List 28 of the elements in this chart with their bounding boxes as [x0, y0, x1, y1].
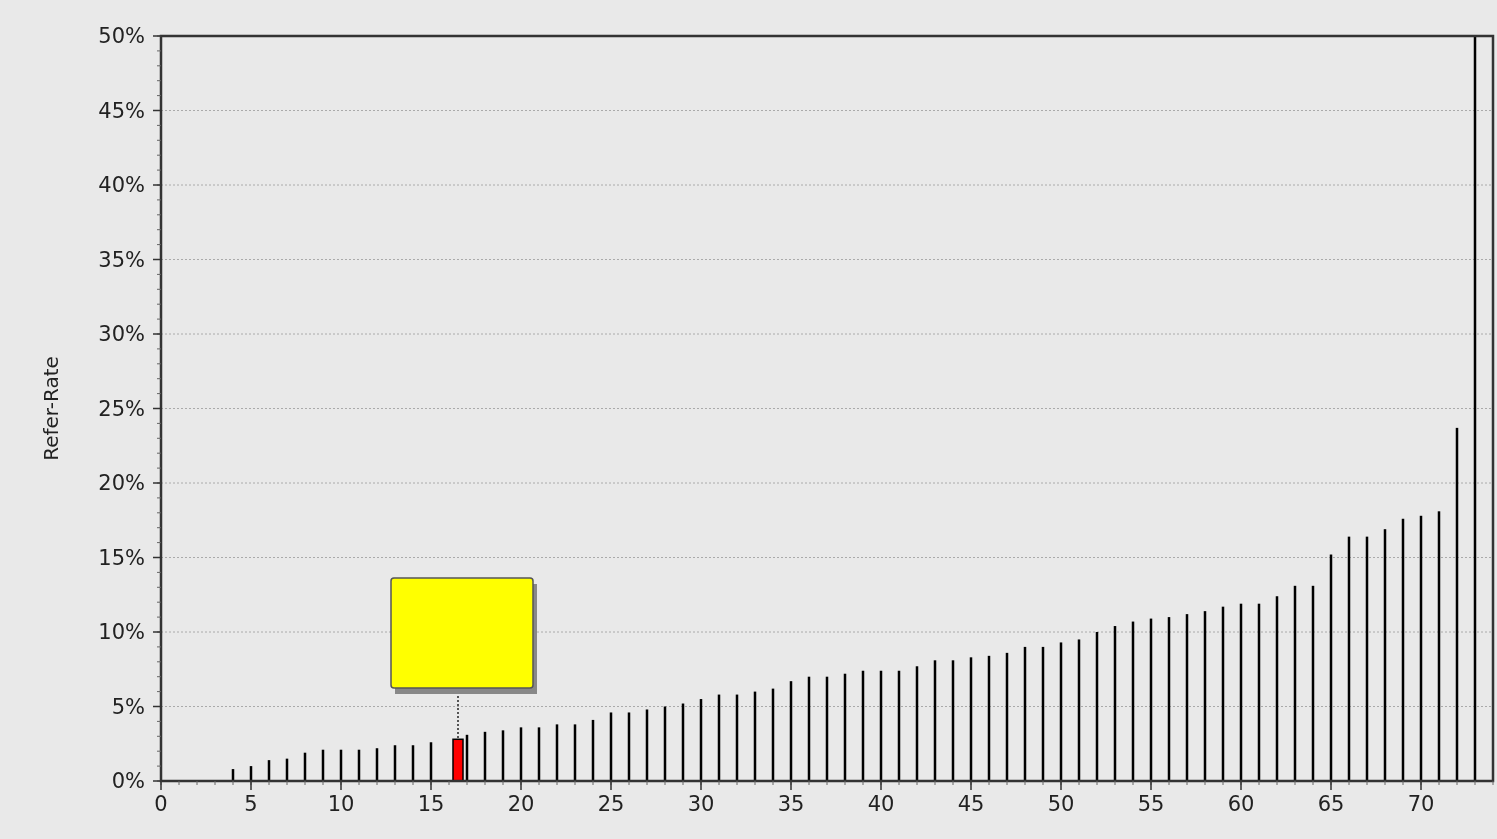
x-tick-label: 35 — [777, 792, 805, 816]
x-tick-label: 40 — [867, 792, 895, 816]
y-tick-label: 20% — [98, 471, 145, 496]
y-tick-label: 35% — [98, 247, 145, 272]
y-tick-label: 25% — [98, 396, 145, 421]
x-tick-label: 15 — [417, 792, 445, 816]
y-tick-label: 40% — [98, 173, 145, 198]
y-tick-label: 10% — [98, 620, 145, 645]
y-tick-label: 5% — [111, 694, 145, 719]
y-tick-label: 30% — [98, 322, 145, 347]
x-tick-label: 0 — [154, 792, 168, 816]
y-tick-label: 50% — [98, 24, 145, 49]
bar — [452, 738, 464, 782]
x-tick-label: 55 — [1137, 792, 1165, 816]
x-tick-label: 60 — [1227, 792, 1255, 816]
x-tick-label: 45 — [957, 792, 985, 816]
y-tick-label: 0% — [111, 769, 145, 794]
x-tick-label: 50 — [1047, 792, 1075, 816]
x-tick-label: 20 — [507, 792, 535, 816]
x-tick-label: 30 — [687, 792, 715, 816]
x-tick-label: 70 — [1407, 792, 1435, 816]
x-tick-label: 25 — [597, 792, 625, 816]
y-tick-label: 45% — [98, 98, 145, 123]
y-axis-title: Refer-Rate — [39, 356, 63, 461]
x-tick-label: 5 — [244, 792, 258, 816]
x-tick-label: 10 — [327, 792, 355, 816]
x-tick-label: 65 — [1317, 792, 1345, 816]
y-tick-label: 15% — [98, 545, 145, 570]
